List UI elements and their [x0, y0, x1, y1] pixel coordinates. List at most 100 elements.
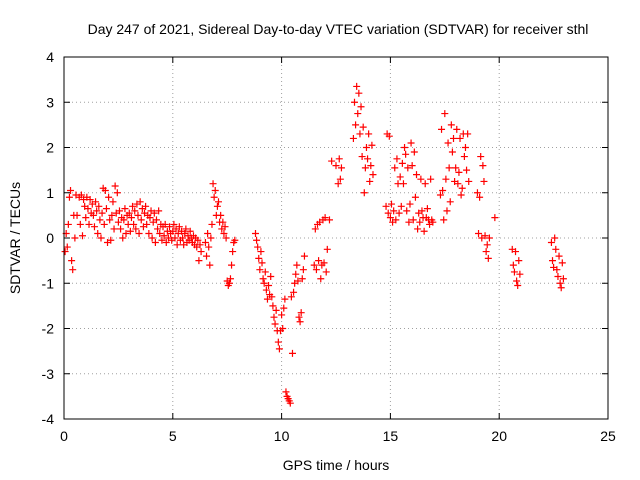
- data-point: [317, 275, 325, 283]
- data-point: [406, 200, 414, 208]
- data-point: [294, 277, 302, 285]
- data-point: [170, 220, 178, 228]
- data-point: [146, 214, 154, 222]
- data-point: [443, 207, 451, 215]
- data-point: [384, 209, 392, 217]
- data-point: [100, 220, 108, 228]
- data-point: [114, 218, 122, 226]
- data-point: [228, 261, 236, 269]
- data-point: [261, 268, 269, 276]
- data-point: [395, 209, 403, 217]
- data-point: [267, 272, 275, 280]
- data-point: [206, 261, 214, 269]
- data-point: [64, 220, 72, 228]
- data-point: [173, 241, 181, 249]
- data-point: [454, 180, 462, 188]
- data-point: [290, 288, 298, 296]
- data-point: [387, 200, 395, 208]
- data-point: [403, 207, 411, 215]
- data-point: [111, 182, 119, 190]
- data-point: [479, 162, 487, 170]
- data-point: [483, 241, 491, 249]
- data-point: [420, 227, 428, 235]
- data-point: [452, 164, 460, 172]
- data-point: [354, 110, 362, 118]
- data-point: [475, 229, 483, 237]
- data-points: [61, 82, 567, 407]
- data-point: [109, 198, 117, 206]
- data-point: [105, 193, 113, 201]
- y-tick-label: 3: [46, 94, 54, 110]
- data-point: [364, 155, 372, 163]
- data-point: [510, 268, 518, 276]
- data-point: [554, 272, 562, 280]
- data-point: [323, 245, 331, 253]
- data-point: [460, 153, 468, 161]
- data-point: [205, 243, 213, 251]
- data-point: [107, 236, 115, 244]
- data-point: [405, 218, 413, 226]
- data-point: [552, 245, 560, 253]
- data-point: [119, 234, 127, 242]
- data-point: [484, 254, 492, 262]
- data-point: [257, 248, 265, 256]
- data-point: [390, 207, 398, 215]
- data-point: [515, 257, 523, 265]
- data-point: [194, 236, 202, 244]
- data-point: [65, 193, 73, 201]
- data-point: [130, 220, 138, 228]
- data-point: [461, 144, 469, 151]
- data-point: [120, 216, 128, 224]
- data-point: [69, 266, 77, 274]
- data-point: [293, 261, 301, 269]
- data-point: [337, 164, 345, 172]
- data-point: [397, 202, 405, 210]
- data-point: [325, 216, 333, 224]
- data-point: [253, 236, 261, 244]
- data-point: [408, 162, 416, 170]
- data-point: [63, 243, 71, 251]
- data-point: [423, 205, 431, 213]
- data-point: [196, 241, 204, 249]
- data-point: [298, 275, 306, 283]
- data-point: [482, 248, 490, 256]
- data-point: [512, 248, 520, 256]
- data-point: [280, 304, 288, 312]
- y-tick-label: -2: [42, 321, 55, 337]
- y-tick-label: 0: [46, 230, 54, 246]
- data-point: [71, 234, 79, 242]
- data-point: [386, 214, 394, 222]
- data-point: [106, 216, 114, 224]
- data-point: [152, 216, 160, 224]
- data-point: [509, 261, 517, 269]
- data-point: [315, 257, 323, 265]
- data-point: [96, 216, 104, 224]
- data-point: [150, 209, 158, 217]
- data-point: [278, 311, 286, 319]
- data-point: [89, 211, 97, 219]
- data-point: [558, 259, 566, 267]
- data-point: [209, 180, 217, 188]
- data-point: [113, 189, 121, 197]
- data-point: [366, 177, 374, 185]
- data-point: [186, 227, 194, 235]
- data-point: [282, 388, 290, 396]
- data-point: [131, 207, 139, 215]
- data-point: [357, 103, 365, 111]
- data-point: [369, 171, 377, 179]
- data-point: [82, 214, 90, 222]
- data-point: [270, 313, 278, 321]
- data-point: [436, 191, 444, 199]
- data-point: [442, 175, 450, 183]
- data-point: [259, 275, 267, 283]
- data-point: [353, 82, 361, 90]
- data-point: [450, 134, 458, 142]
- data-point: [299, 266, 307, 274]
- data-point: [311, 225, 319, 233]
- data-point: [208, 220, 216, 228]
- data-point: [108, 211, 116, 219]
- data-point: [516, 270, 524, 278]
- data-point: [547, 239, 555, 247]
- data-point: [429, 218, 437, 226]
- data-point: [210, 193, 218, 201]
